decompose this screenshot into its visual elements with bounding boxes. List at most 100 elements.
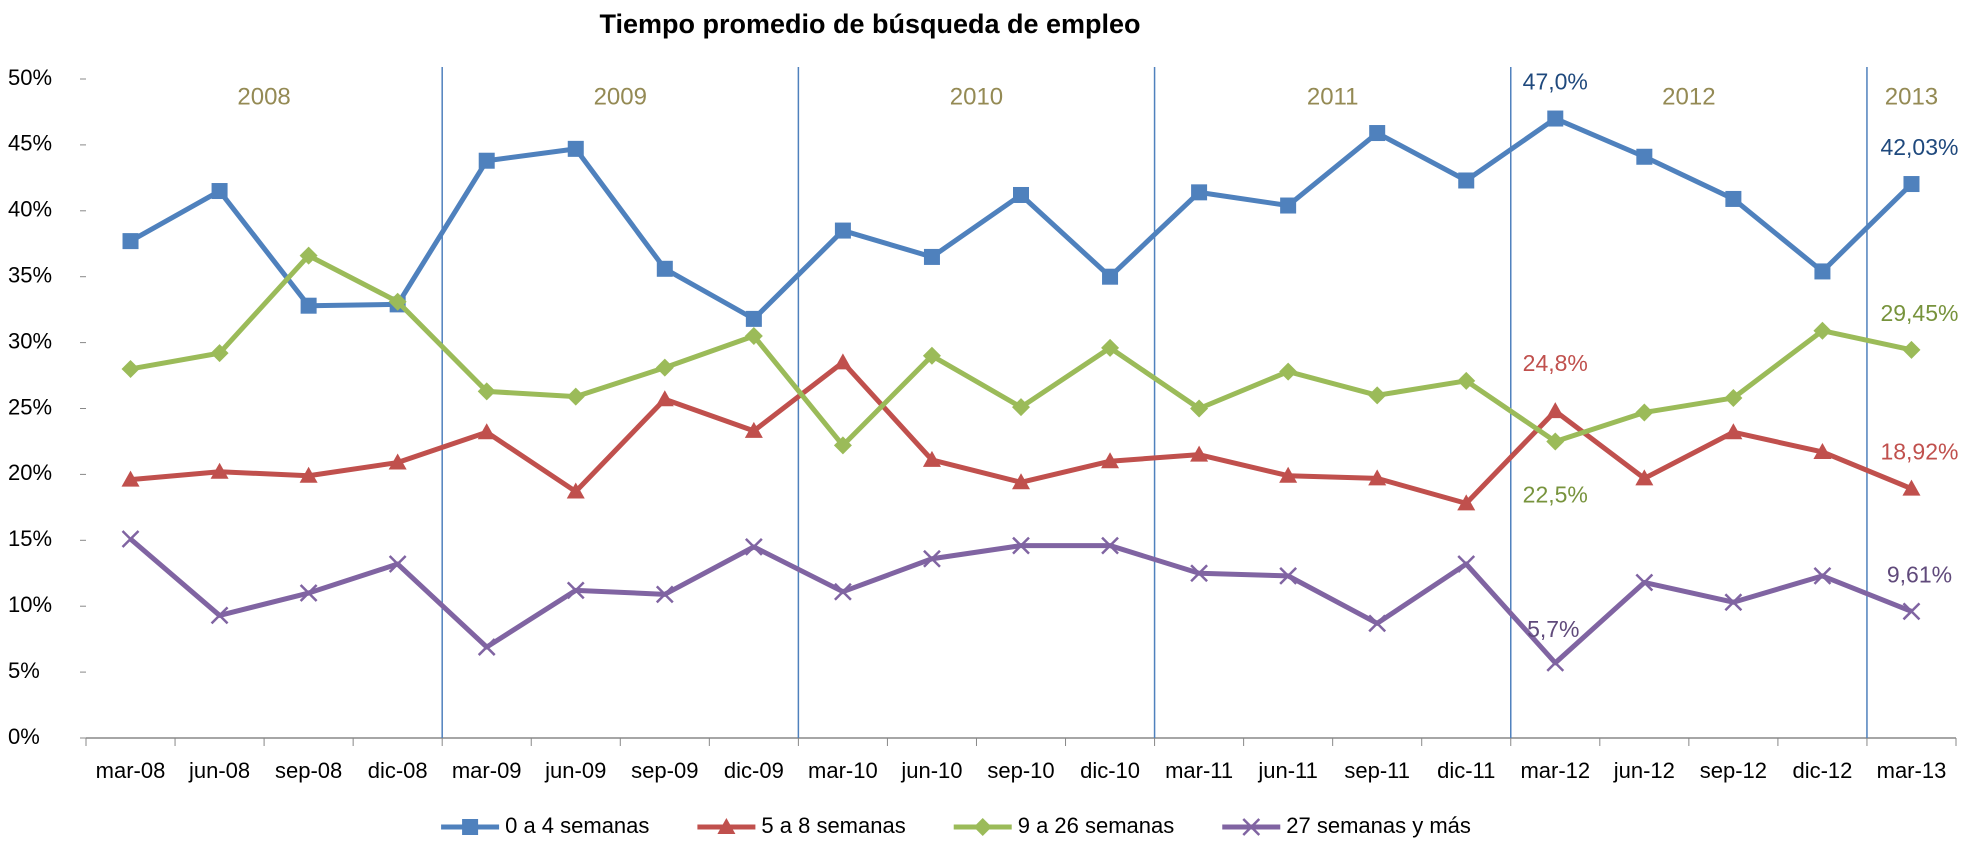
marker — [1012, 398, 1030, 417]
marker — [566, 581, 585, 600]
marker — [1724, 593, 1743, 612]
marker — [1368, 469, 1387, 486]
marker — [1724, 388, 1743, 407]
marker — [211, 183, 228, 200]
value-label: 5,7% — [1527, 616, 1579, 642]
series-line — [128, 537, 1913, 666]
marker — [299, 246, 318, 265]
x-tick-label: dic-11 — [1437, 758, 1495, 783]
marker — [1368, 386, 1387, 405]
marker — [1635, 469, 1654, 486]
marker — [121, 359, 140, 378]
marker — [121, 530, 140, 548]
marker — [1636, 148, 1653, 165]
marker — [922, 346, 941, 365]
marker — [1369, 125, 1386, 142]
marker — [1725, 190, 1742, 207]
x-tick-label: jun-11 — [1257, 758, 1318, 783]
marker — [655, 585, 674, 604]
y-tick-label: 25% — [8, 394, 52, 419]
year-label: 2008 — [237, 83, 290, 110]
marker — [1012, 536, 1030, 555]
year-label: 2010 — [950, 83, 1003, 110]
y-tick-label: 30% — [8, 328, 52, 353]
y-tick-label: 35% — [8, 263, 52, 288]
marker — [1813, 442, 1832, 459]
marker — [1813, 567, 1832, 585]
x-tick-label: jun-10 — [900, 758, 962, 783]
marker — [834, 222, 851, 239]
marker — [745, 310, 762, 327]
marker — [1635, 573, 1654, 592]
marker — [478, 152, 495, 169]
legend-label: 0 a 4 semanas — [505, 813, 649, 838]
marker — [1813, 321, 1832, 340]
marker — [388, 292, 407, 311]
marker — [1242, 818, 1261, 836]
marker — [1457, 371, 1476, 390]
x-tick-label: dic-12 — [1792, 758, 1852, 783]
marker — [922, 450, 941, 467]
marker — [1546, 432, 1565, 451]
marker — [1457, 555, 1476, 573]
marker — [477, 638, 496, 656]
y-tick-label: 40% — [8, 197, 52, 222]
marker — [1101, 536, 1119, 555]
marker — [1190, 445, 1209, 462]
x-tick-label: jun-09 — [544, 758, 606, 783]
marker — [1814, 263, 1831, 280]
marker — [744, 327, 763, 346]
y-tick-label: 10% — [8, 592, 52, 617]
x-tick-label: mar-08 — [96, 758, 166, 783]
marker — [388, 453, 407, 470]
marker — [1190, 564, 1208, 583]
marker — [1902, 602, 1921, 621]
marker — [923, 549, 941, 568]
marker — [1457, 494, 1476, 511]
marker — [1902, 479, 1921, 496]
year-label: 2011 — [1307, 83, 1359, 110]
legend: 0 a 4 semanas 5 a 8 semanas 9 a 26 semanas… — [441, 813, 1471, 838]
marker — [655, 390, 674, 407]
marker — [1546, 402, 1565, 419]
year-label: 2012 — [1662, 83, 1715, 110]
marker — [1190, 399, 1209, 418]
marker — [210, 462, 229, 479]
marker — [210, 344, 229, 363]
x-tick-label: sep-08 — [275, 758, 342, 783]
marker — [1458, 172, 1475, 189]
x-tick-label: mar-13 — [1877, 758, 1947, 783]
marker — [1547, 110, 1564, 127]
marker — [566, 387, 585, 406]
marker — [655, 358, 674, 377]
chart-title: Tiempo promedio de búsqueda de empleo — [599, 9, 1140, 39]
marker — [299, 466, 318, 483]
x-tick-label: sep-09 — [631, 758, 698, 783]
marker — [833, 353, 852, 370]
marker — [1368, 614, 1387, 633]
marker — [744, 421, 763, 438]
x-tick-label: dic-09 — [724, 758, 784, 783]
x-tick-label: jun-12 — [1613, 758, 1675, 783]
marker — [1635, 403, 1654, 422]
x-tick-label: mar-11 — [1165, 758, 1233, 783]
x-tick-label: mar-09 — [452, 758, 522, 783]
marker — [1279, 362, 1298, 381]
marker — [1279, 466, 1298, 483]
marker — [300, 297, 317, 314]
marker — [1101, 452, 1120, 469]
x-tick-label: dic-10 — [1080, 758, 1140, 783]
x-tick-label: dic-08 — [368, 758, 428, 783]
marker — [121, 470, 140, 487]
marker — [1280, 197, 1297, 214]
legend-label: 9 a 26 semanas — [1018, 813, 1175, 838]
x-tick-label: sep-12 — [1700, 758, 1767, 783]
marker — [1724, 423, 1743, 440]
marker — [1102, 268, 1119, 285]
value-label: 42,03% — [1880, 134, 1958, 160]
marker — [1191, 184, 1208, 201]
year-label: 2009 — [594, 83, 647, 110]
marker — [923, 248, 940, 265]
value-label: 29,45% — [1880, 300, 1958, 326]
